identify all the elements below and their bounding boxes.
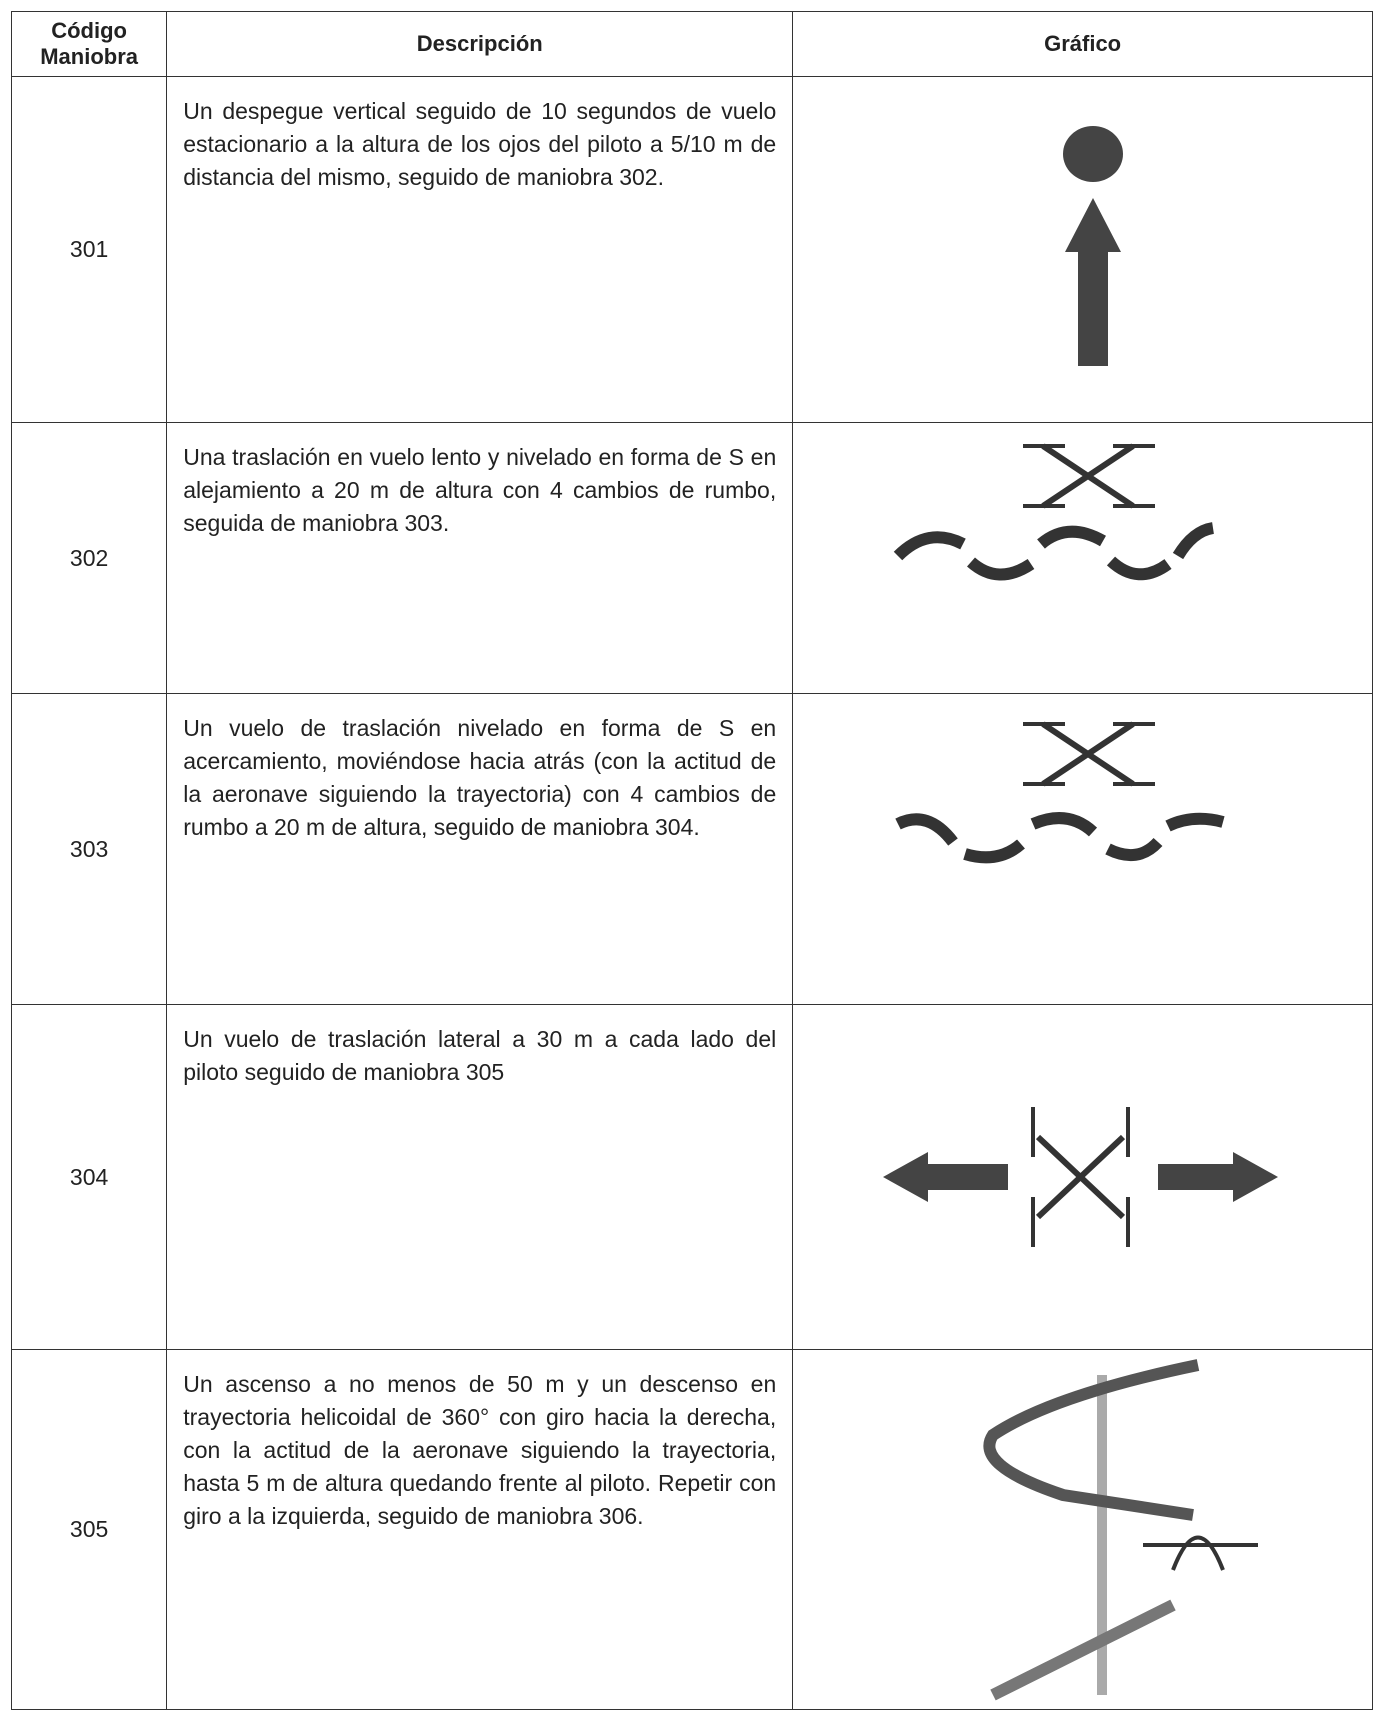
s-path-graphic bbox=[894, 721, 1225, 864]
row: 301 Un despegue vertical seguido de 10 s… bbox=[10, 76, 1373, 423]
row: 302 Una traslación en vuelo lento y nive… bbox=[10, 422, 1373, 694]
row: 304 Un vuelo de traslación lateral a 30 … bbox=[10, 1004, 1373, 1350]
description-cell: Un ascenso a no menos de 50 m y un desce… bbox=[166, 1349, 794, 1710]
graphic-cell bbox=[792, 76, 1373, 423]
header-cell: Gráfico bbox=[792, 11, 1373, 77]
maneuver-table: Código Maniobra Descripción Gráfico 301 … bbox=[10, 11, 1373, 1710]
description-cell: Un vuelo de traslación nivelado en forma… bbox=[166, 693, 794, 1005]
graphic-cell bbox=[792, 1349, 1373, 1710]
helix-graphic bbox=[983, 1358, 1258, 1700]
row: 305 Un ascenso a no menos de 50 m y un d… bbox=[10, 1349, 1373, 1710]
row: 303 Un vuelo de traslación nivelado en f… bbox=[10, 693, 1373, 1005]
header-cell: Descripción bbox=[166, 11, 794, 77]
code-cell: 305 bbox=[10, 1349, 168, 1710]
header-cell: Código Maniobra bbox=[10, 11, 168, 77]
graphic-cell bbox=[792, 1004, 1373, 1350]
code-cell: 303 bbox=[10, 693, 168, 1005]
code-cell: 302 bbox=[10, 422, 168, 694]
header-row: Código Maniobra Descripción Gráfico bbox=[10, 11, 1373, 77]
code-cell: 304 bbox=[10, 1004, 168, 1350]
description-cell: Un vuelo de traslación lateral a 30 m a … bbox=[166, 1004, 794, 1350]
graphic-cell bbox=[792, 422, 1373, 694]
graphic-cell bbox=[792, 693, 1373, 1005]
code-cell: 301 bbox=[10, 76, 168, 423]
vertical-takeoff-graphic bbox=[1062, 125, 1123, 366]
description-cell: Un despegue vertical seguido de 10 segun… bbox=[166, 76, 794, 423]
lateral-graphic bbox=[882, 1107, 1278, 1247]
description-cell: Una traslación en vuelo lento y nivelado… bbox=[166, 422, 794, 694]
s-path-graphic bbox=[893, 443, 1214, 580]
